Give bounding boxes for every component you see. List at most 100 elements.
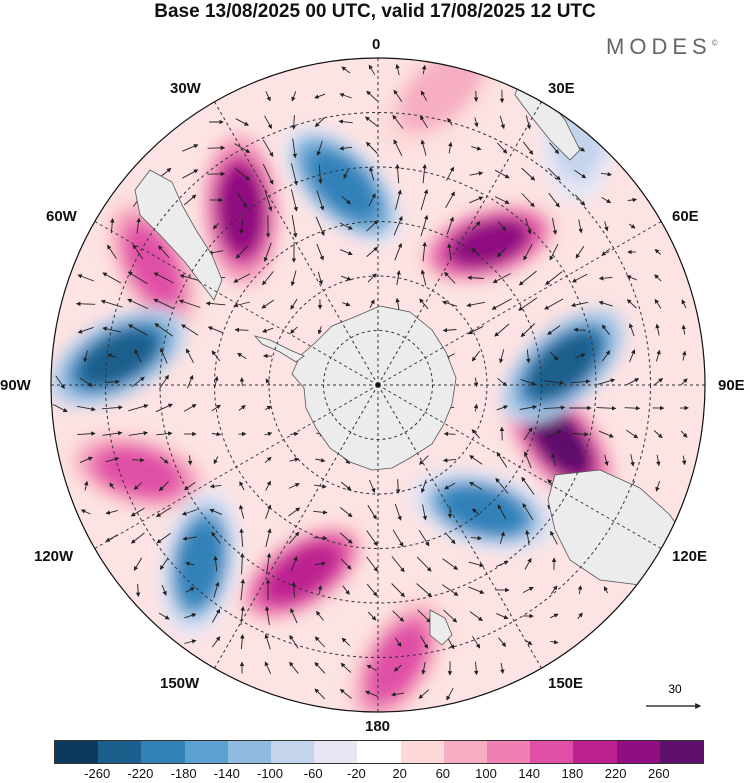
lon-label-150e: 150E [548,675,584,692]
wind-vector [235,118,249,126]
wind-vector [289,634,299,649]
wind-vector [233,273,251,283]
wind-vector [128,430,149,436]
wind-vector [624,405,641,411]
colorbar-segment [314,741,358,763]
wind-vector [367,504,377,520]
colorbar-segment [357,741,401,763]
wind-vector [158,245,170,259]
lon-label-0: 0 [372,36,381,53]
wind-vector [136,217,141,234]
antarctica-continent [291,305,457,471]
lon-label-150w: 150W [160,675,200,692]
wind-vector [340,558,352,570]
wind-vector [574,169,587,179]
anomaly-positive-180 [345,593,449,712]
colorbar [54,740,704,764]
wind-vector [291,581,296,598]
wind-vector [316,244,324,261]
wind-vector [290,189,298,212]
anomaly-contour [528,404,591,477]
wind-vector [365,690,379,698]
wind-vector [159,374,169,389]
wind-vector [442,327,457,333]
wind-vector [471,221,481,231]
lon-label-180: 180 [365,718,391,735]
wind-vector [156,507,172,517]
wind-vector [495,477,509,494]
wind-vector [133,482,142,490]
wind-vector [598,276,613,281]
wind-vector [343,169,349,179]
wind-vector [653,378,664,386]
wind-vector [339,688,352,699]
map-boundary [50,57,706,713]
colorbar-tick-label: 260 [647,766,670,781]
meridian-line [377,101,542,386]
wind-vector [262,271,274,286]
wind-vector [496,246,507,258]
wind-vector [158,481,169,492]
wind-vector [525,218,532,235]
wind-vector [421,662,426,675]
wind-vector [520,378,537,386]
wind-vector [578,219,583,234]
wind-vector [366,583,378,597]
lon-label-60w: 60W [46,208,77,225]
wind-vector [77,274,94,282]
anomaly-positive-110w [64,429,213,515]
wind-vector [130,507,145,517]
wind-vector [316,140,323,157]
wind-vector [549,142,560,155]
wind-vector [598,430,614,438]
wind-vector [492,273,511,283]
brand-mark: © [711,38,718,48]
wind-vector [290,270,297,287]
wind-vector [288,507,301,517]
colorbar-segment [271,741,315,763]
anomaly-contour [264,543,340,603]
wind-vector [681,455,687,466]
wind-vector [546,430,562,438]
colorbar-segment [55,741,99,763]
wind-vector [366,556,378,572]
colorbar-tick-label: -220 [127,766,154,781]
wind-vector [422,504,428,521]
wind-vector [472,508,480,516]
meridian-line [377,221,662,386]
wind-vector [292,138,298,159]
wind-vector [654,248,662,255]
wind-vector [626,275,637,281]
wind-vector [682,350,687,361]
colorbar-tick-label: -100 [256,766,284,781]
wind-vector [598,300,613,307]
wind-vector [630,454,635,467]
wind-vector [239,481,245,491]
wind-vector [234,167,250,181]
wind-vector [544,380,565,385]
colorbar-tick-label: 60 [435,766,451,781]
wind-vector [290,298,298,310]
wind-vector [521,476,535,495]
wind-vector [391,692,405,697]
wind-vector [369,299,375,309]
colorbar-ticks: -260 -220 -180 -140 -100 -60 -20 20 60 100 140 180 2… [54,766,702,782]
wind-vector [395,297,400,310]
wind-vector [420,115,428,129]
colorbar-tick-label: -260 [84,766,111,781]
wind-vector [422,163,427,184]
wind-vector [240,634,245,650]
wind-vector [468,561,485,568]
wind-vector [396,270,401,286]
wind-vector [79,456,93,464]
wind-vector [339,249,353,256]
wind-vector [467,325,484,335]
wind-vector [183,404,197,412]
wind-vector [655,349,661,362]
wind-vector [416,583,433,598]
wind-vector [239,377,245,387]
wind-vector [656,454,661,467]
wind-vector [491,298,512,310]
wind-vector [680,430,688,438]
